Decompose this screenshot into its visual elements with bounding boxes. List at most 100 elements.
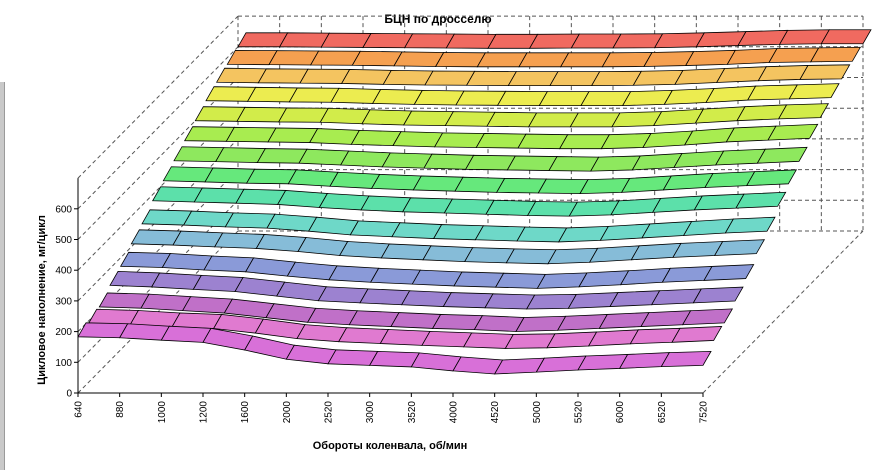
surface-cell	[496, 90, 549, 107]
surface-cell	[360, 195, 412, 213]
surface-cell	[788, 83, 840, 100]
surface-cell	[327, 349, 379, 366]
surface-cell	[422, 245, 474, 263]
surface-cell	[412, 175, 464, 192]
surface-cell	[348, 310, 400, 327]
surface-cell	[337, 327, 390, 344]
surface-cell	[442, 292, 494, 309]
surface-cell	[320, 32, 372, 48]
x-tick-label: 3520	[407, 401, 418, 424]
surface-cell	[285, 344, 337, 365]
y-tick-label: 200	[55, 327, 72, 338]
surface-cell	[226, 49, 278, 66]
x-tick-label: 7520	[699, 401, 710, 424]
surface-cell	[224, 212, 276, 229]
surface-cell	[590, 70, 643, 86]
surface-cell	[183, 126, 236, 142]
surface-cell	[570, 33, 622, 49]
surface-cell	[505, 248, 557, 265]
surface-cell	[548, 156, 600, 172]
surface-cell	[465, 70, 518, 86]
surface-cell	[411, 269, 463, 287]
y-tick-label: 300	[55, 296, 72, 307]
surface-cell	[713, 239, 766, 256]
surface-cell	[671, 326, 723, 343]
surface-cell	[351, 50, 403, 67]
surface-cell	[87, 308, 140, 325]
x-tick-label: 3000	[365, 401, 376, 424]
surface-cell	[308, 216, 359, 236]
surface-cell	[317, 286, 369, 304]
surface-cell	[173, 146, 225, 163]
surface-cell	[403, 33, 456, 49]
surface-cell	[444, 111, 496, 127]
x-axis-title: Обороты коленвала, об/мин	[313, 440, 468, 452]
surface-cell	[244, 335, 295, 360]
surface-cell	[288, 87, 340, 103]
surface-cell	[287, 169, 339, 187]
surface-cell	[205, 86, 257, 102]
x-tick-label: 6000	[615, 401, 626, 424]
x-tick-label: 1600	[240, 401, 251, 424]
surface-cell	[339, 150, 392, 168]
surface-cell	[309, 50, 362, 66]
surface-cell	[455, 90, 507, 106]
surface-cell	[474, 225, 526, 242]
surface-cell	[767, 123, 819, 141]
surface-cell	[215, 67, 268, 84]
surface-cell	[683, 127, 736, 146]
surface-cell	[278, 32, 331, 48]
surface-cell	[237, 32, 289, 48]
surface-cell	[777, 103, 830, 120]
surface-cell	[445, 33, 497, 49]
surface-cell	[443, 198, 495, 215]
surface-cell	[329, 171, 381, 189]
surface-cell	[421, 330, 473, 348]
surface-cell	[109, 270, 161, 288]
surface-cell	[246, 86, 299, 103]
surface-cell	[452, 356, 504, 375]
surface-cell	[391, 222, 443, 239]
surface-cell	[299, 68, 351, 84]
surface-cell	[538, 91, 590, 107]
surface-cell	[756, 146, 808, 164]
y-axis-title: Цикловое наполнение, мг/цикл	[36, 215, 48, 385]
surface-cell	[140, 293, 192, 312]
surface-cell	[580, 91, 632, 107]
surface-cell	[265, 303, 317, 323]
surface-cell	[692, 286, 744, 304]
surface-cell	[735, 191, 787, 209]
surface-cell	[171, 312, 223, 329]
x-tick-label: 5520	[574, 401, 585, 424]
surface-cell	[537, 178, 589, 195]
surface-cell	[431, 314, 484, 331]
surface-cell	[410, 352, 462, 372]
surface-cell	[463, 247, 516, 264]
surface-cell	[476, 52, 528, 68]
surface-cell	[381, 152, 433, 169]
surface-cell	[527, 112, 580, 128]
surface-cell	[434, 52, 487, 68]
surface-cell	[413, 89, 465, 106]
surface-cell	[558, 134, 611, 150]
surface-cell	[236, 106, 288, 123]
surface-cell	[453, 271, 505, 288]
grid-line	[702, 230, 864, 394]
surface-cell	[612, 33, 664, 49]
surface-cell	[151, 186, 204, 203]
surface-cell	[235, 188, 287, 205]
surface-cell	[390, 312, 442, 329]
surface-cell	[297, 237, 349, 256]
surface-cell	[150, 272, 203, 290]
surface-cell	[745, 169, 798, 187]
surface-cell	[160, 325, 212, 343]
surface-cell	[318, 193, 370, 211]
surface-cell	[518, 52, 570, 68]
surface-cell	[350, 129, 402, 147]
surface-cell	[213, 232, 266, 249]
surface-cell	[516, 226, 568, 243]
surface-cell	[362, 33, 414, 49]
surface-cell	[225, 126, 277, 143]
